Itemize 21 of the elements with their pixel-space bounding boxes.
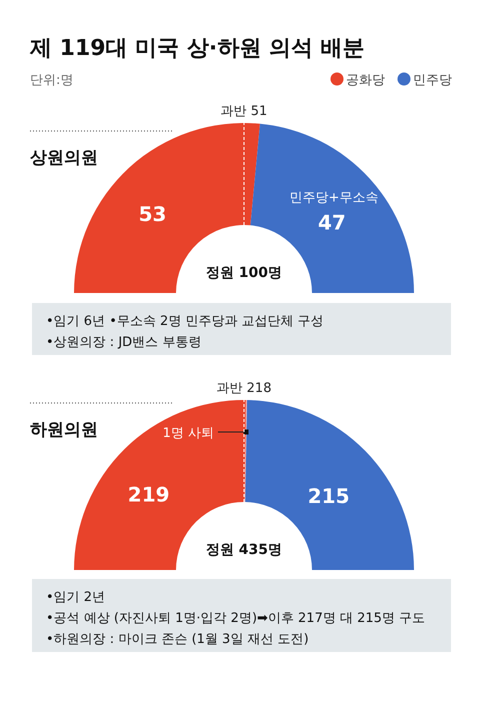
text: •임기 2년 bbox=[46, 590, 106, 605]
text: 민주당+무소속 bbox=[289, 190, 378, 206]
slice-label: 1명 사퇴 bbox=[162, 426, 214, 442]
text: 과반 51 bbox=[220, 104, 268, 119]
text: •하원의장 : 마이크 존슨 (1월 3일 재선 도전) bbox=[46, 632, 309, 647]
data-label: 47 bbox=[318, 210, 346, 235]
chart-title: 제 119대 미국 상·하원 의석 배분 bbox=[29, 36, 365, 61]
data-label: 53 bbox=[138, 202, 166, 226]
text: 과반 218 bbox=[216, 381, 272, 396]
chart-subtitle: 단위:명 bbox=[30, 73, 74, 88]
text: 정원 100명 bbox=[206, 265, 282, 281]
legend-label: 공화당 bbox=[346, 73, 385, 88]
text: •공석 예상 (자진사퇴 1명·입각 2명)➡이후 217명 대 215명 구도 bbox=[46, 611, 426, 626]
text: 하원의원 bbox=[30, 420, 98, 440]
text: 상원의원 bbox=[30, 148, 98, 168]
text: •임기 6년 •무소속 2명 민주당과 교섭단체 구성 bbox=[46, 314, 324, 329]
text: •상원의장 : JD밴스 부통령 bbox=[46, 335, 202, 350]
data-label: 219 bbox=[128, 482, 170, 507]
text: 정원 435명 bbox=[206, 542, 282, 558]
data-label: 215 bbox=[308, 484, 350, 508]
legend-label: 민주당 bbox=[413, 73, 452, 88]
